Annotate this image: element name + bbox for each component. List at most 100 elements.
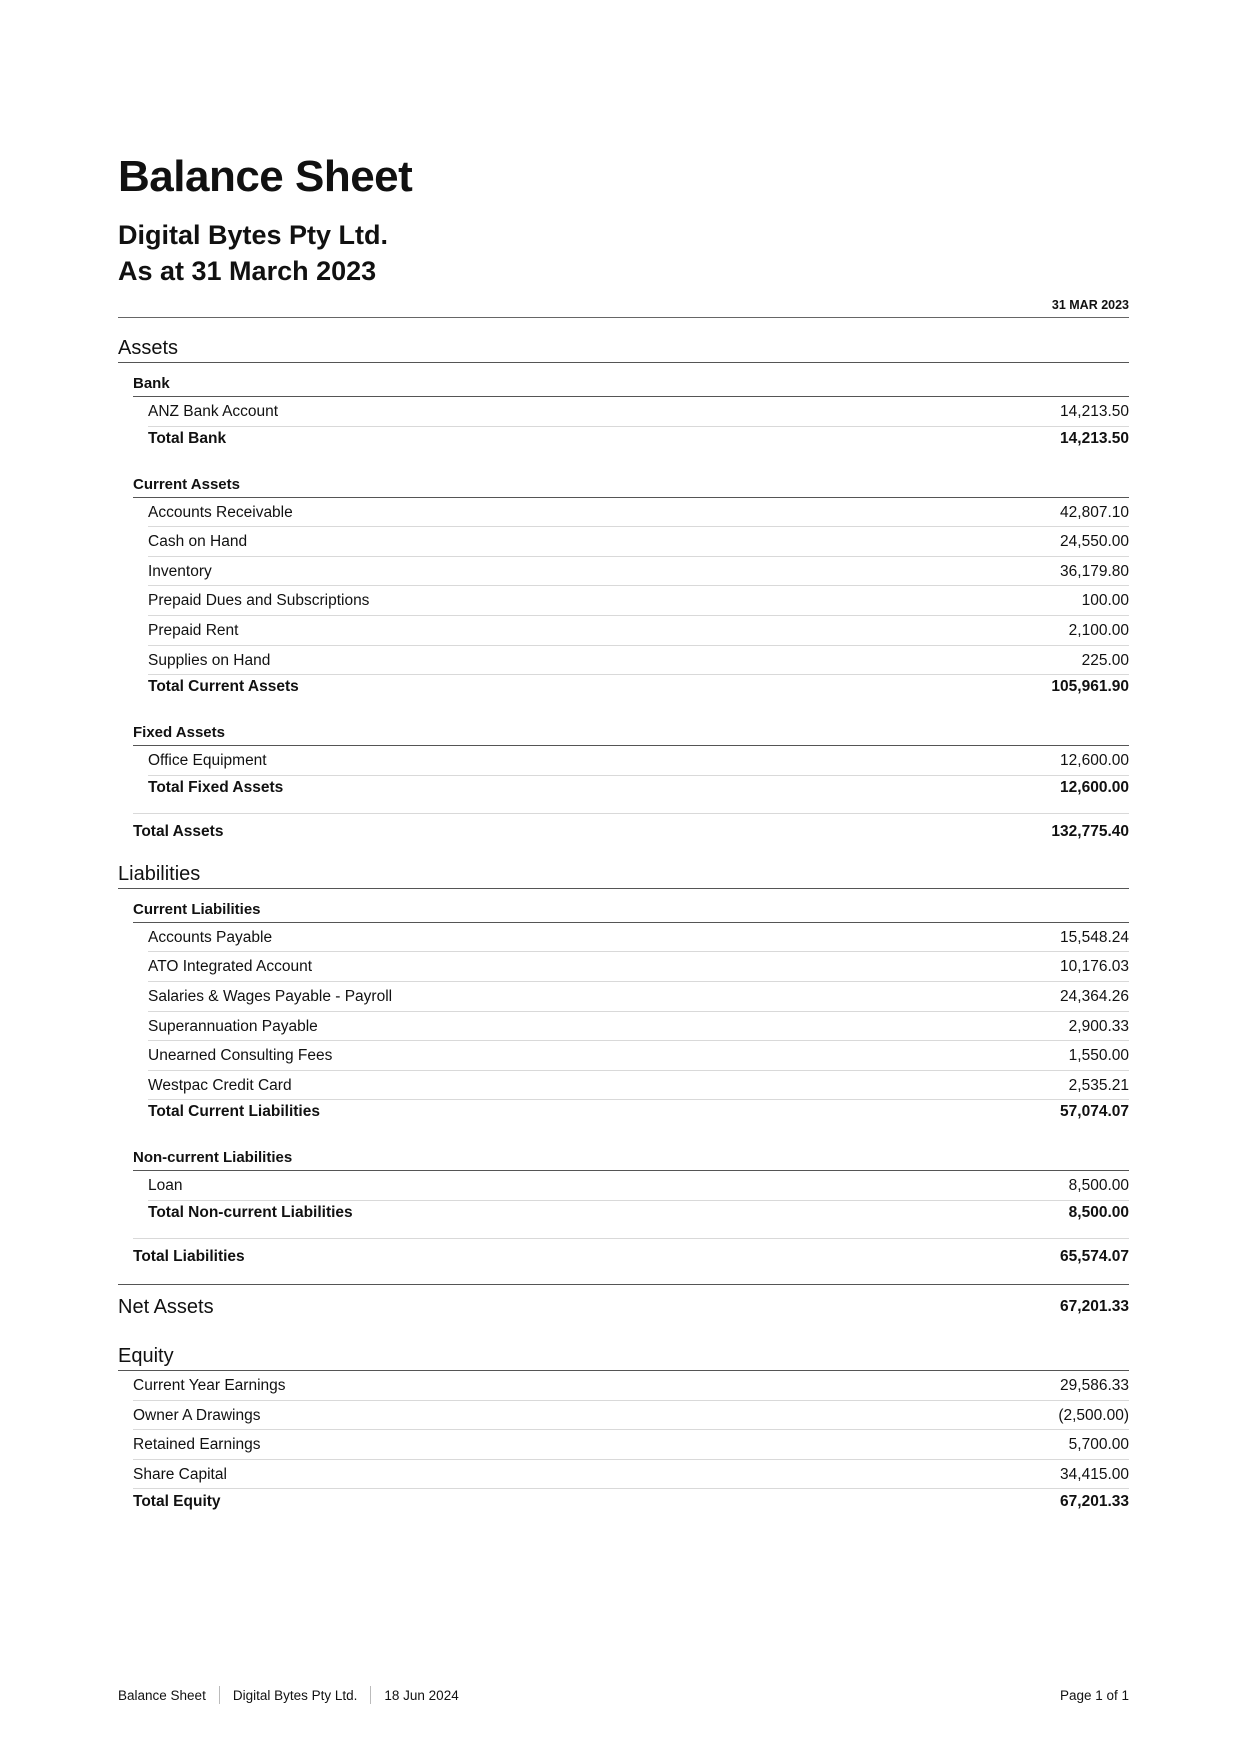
footer-report-name: Balance Sheet bbox=[118, 1687, 206, 1703]
row-amount: (2,500.00) bbox=[1058, 1406, 1129, 1424]
row-amount: 5,700.00 bbox=[1068, 1436, 1129, 1454]
row-amount: 12,600.00 bbox=[1060, 752, 1129, 770]
row-amount: 14,213.50 bbox=[1060, 403, 1129, 420]
liabilities-heading: Liabilities bbox=[118, 849, 1129, 889]
row-amount: 132,775.40 bbox=[1051, 822, 1129, 840]
line-item-row: Accounts Receivable 42,807.10 bbox=[148, 498, 1129, 528]
company-name: Digital Bytes Pty Ltd. bbox=[118, 220, 389, 250]
line-item-row: Loan 8,500.00 bbox=[148, 1171, 1129, 1201]
row-label: Retained Earnings bbox=[133, 1436, 261, 1454]
equity-total-row: Total Equity 67,201.33 bbox=[133, 1489, 1129, 1515]
page-footer: Balance Sheet Digital Bytes Pty Ltd. 18 … bbox=[118, 1684, 1129, 1706]
row-label: Loan bbox=[148, 1177, 183, 1195]
group-heading: Current Liabilities bbox=[133, 898, 1129, 923]
row-amount: 24,364.26 bbox=[1060, 987, 1129, 1005]
row-amount: 67,201.33 bbox=[1060, 1493, 1129, 1511]
row-label: Total Liabilities bbox=[133, 1247, 245, 1265]
row-label: Net Assets bbox=[118, 1295, 214, 1318]
group-total-row: Total Fixed Assets 12,600.00 bbox=[148, 776, 1129, 800]
line-item-row: ANZ Bank Account 14,213.50 bbox=[148, 397, 1129, 427]
row-amount: 29,586.33 bbox=[1060, 1376, 1129, 1394]
row-label: Accounts Receivable bbox=[148, 503, 293, 521]
footer-date: 18 Jun 2024 bbox=[384, 1687, 459, 1703]
row-amount: 67,201.33 bbox=[1060, 1297, 1129, 1315]
row-label: Unearned Consulting Fees bbox=[148, 1047, 333, 1065]
group-heading: Current Assets bbox=[133, 473, 1129, 498]
line-item-row: Supplies on Hand 225.00 bbox=[148, 646, 1129, 676]
footer-separator bbox=[370, 1686, 372, 1704]
row-label: Total Fixed Assets bbox=[148, 778, 284, 796]
row-amount: 57,074.07 bbox=[1060, 1103, 1129, 1121]
line-item-row: Salaries & Wages Payable - Payroll 24,364… bbox=[148, 982, 1129, 1012]
footer-company: Digital Bytes Pty Ltd. bbox=[232, 1687, 358, 1703]
column-header: 31 MAR 2023 bbox=[118, 294, 1129, 318]
line-item-row: Westpac Credit Card 2,535.21 bbox=[148, 1071, 1129, 1101]
line-item-row: Cash on Hand 24,550.00 bbox=[148, 527, 1129, 557]
footer-separator bbox=[218, 1686, 220, 1704]
line-item-row: Prepaid Dues and Subscriptions 100.00 bbox=[148, 586, 1129, 616]
row-amount: 36,179.80 bbox=[1060, 562, 1129, 580]
row-amount: 105,961.90 bbox=[1051, 678, 1129, 696]
row-amount: 225.00 bbox=[1081, 651, 1129, 669]
group-heading: Non-current Liabilities bbox=[133, 1146, 1129, 1172]
row-label: Total Assets bbox=[133, 822, 224, 840]
row-label: Inventory bbox=[148, 562, 212, 580]
row-label: Total Current Assets bbox=[148, 678, 299, 696]
row-amount: 2,900.33 bbox=[1068, 1017, 1129, 1035]
line-item-row: Superannuation Payable 2,900.33 bbox=[148, 1012, 1129, 1042]
equity-heading: Equity bbox=[118, 1329, 1129, 1371]
equity-item-row: Owner A Drawings (2,500.00) bbox=[133, 1401, 1129, 1431]
group-total-row: Total Bank 14,213.50 bbox=[148, 427, 1129, 451]
row-label: Cash on Hand bbox=[148, 533, 248, 551]
row-amount: 24,550.00 bbox=[1060, 533, 1129, 551]
row-amount: 100.00 bbox=[1081, 592, 1129, 610]
row-label: Superannuation Payable bbox=[148, 1017, 318, 1035]
balance-sheet-table: 31 MAR 2023 Assets Bank ANZ Bank Account 14… bbox=[118, 294, 1129, 1515]
row-amount: 14,213.50 bbox=[1060, 429, 1129, 447]
row-amount: 65,574.07 bbox=[1060, 1247, 1129, 1265]
row-label: Office Equipment bbox=[148, 752, 267, 770]
row-amount: 8,500.00 bbox=[1068, 1203, 1129, 1221]
liabilities-total-row: Total Liabilities 65,574.07 bbox=[133, 1237, 1129, 1274]
row-amount: 10,176.03 bbox=[1060, 958, 1129, 976]
row-label: Total Equity bbox=[133, 1493, 221, 1511]
row-amount: 2,535.21 bbox=[1068, 1076, 1129, 1094]
row-amount: 1,550.00 bbox=[1068, 1047, 1129, 1065]
row-label: Total Bank bbox=[148, 429, 227, 447]
row-amount: 15,548.24 bbox=[1060, 928, 1129, 946]
line-item-row: Office Equipment 12,600.00 bbox=[148, 746, 1129, 776]
row-label: Accounts Payable bbox=[148, 928, 273, 946]
row-amount: 12,600.00 bbox=[1060, 778, 1129, 796]
row-amount: 34,415.00 bbox=[1060, 1465, 1129, 1483]
row-label: Total Current Liabilities bbox=[148, 1103, 320, 1121]
row-label: Salaries & Wages Payable - Payroll bbox=[148, 987, 393, 1005]
line-item-row: Accounts Payable 15,548.24 bbox=[148, 923, 1129, 953]
line-item-row: Unearned Consulting Fees 1,550.00 bbox=[148, 1041, 1129, 1071]
row-label: Owner A Drawings bbox=[133, 1406, 261, 1424]
row-amount: 8,500.00 bbox=[1068, 1177, 1129, 1195]
footer-page-number: Page 1 of 1 bbox=[1059, 1687, 1129, 1703]
assets-total-row: Total Assets 132,775.40 bbox=[133, 812, 1129, 849]
row-label: Westpac Credit Card bbox=[148, 1076, 292, 1094]
equity-item-row: Current Year Earnings 29,586.33 bbox=[133, 1371, 1129, 1401]
net-assets-row: Net Assets 67,201.33 bbox=[118, 1283, 1129, 1329]
equity-item-row: Retained Earnings 5,700.00 bbox=[133, 1430, 1129, 1460]
row-label: ANZ Bank Account bbox=[148, 403, 279, 420]
group-total-row: Total Non-current Liabilities 8,500.00 bbox=[148, 1201, 1129, 1225]
row-label: Supplies on Hand bbox=[148, 651, 271, 669]
report-date: As at 31 March 2023 bbox=[118, 256, 377, 286]
row-label: ATO Integrated Account bbox=[148, 958, 312, 976]
group-heading: Bank bbox=[133, 372, 1129, 397]
group-heading: Fixed Assets bbox=[133, 721, 1129, 747]
group-total-row: Total Current Liabilities 57,074.07 bbox=[148, 1100, 1129, 1124]
line-item-row: ATO Integrated Account 10,176.03 bbox=[148, 952, 1129, 982]
report-title: Balance Sheet bbox=[118, 152, 413, 201]
row-label: Prepaid Dues and Subscriptions bbox=[148, 592, 370, 610]
row-label: Total Non-current Liabilities bbox=[148, 1203, 353, 1221]
row-label: Prepaid Rent bbox=[148, 621, 239, 639]
row-label: Share Capital bbox=[133, 1465, 227, 1483]
row-label: Current Year Earnings bbox=[133, 1376, 286, 1394]
line-item-row: Inventory 36,179.80 bbox=[148, 557, 1129, 587]
group-total-row: Total Current Assets 105,961.90 bbox=[148, 675, 1129, 699]
row-amount: 2,100.00 bbox=[1068, 621, 1129, 639]
